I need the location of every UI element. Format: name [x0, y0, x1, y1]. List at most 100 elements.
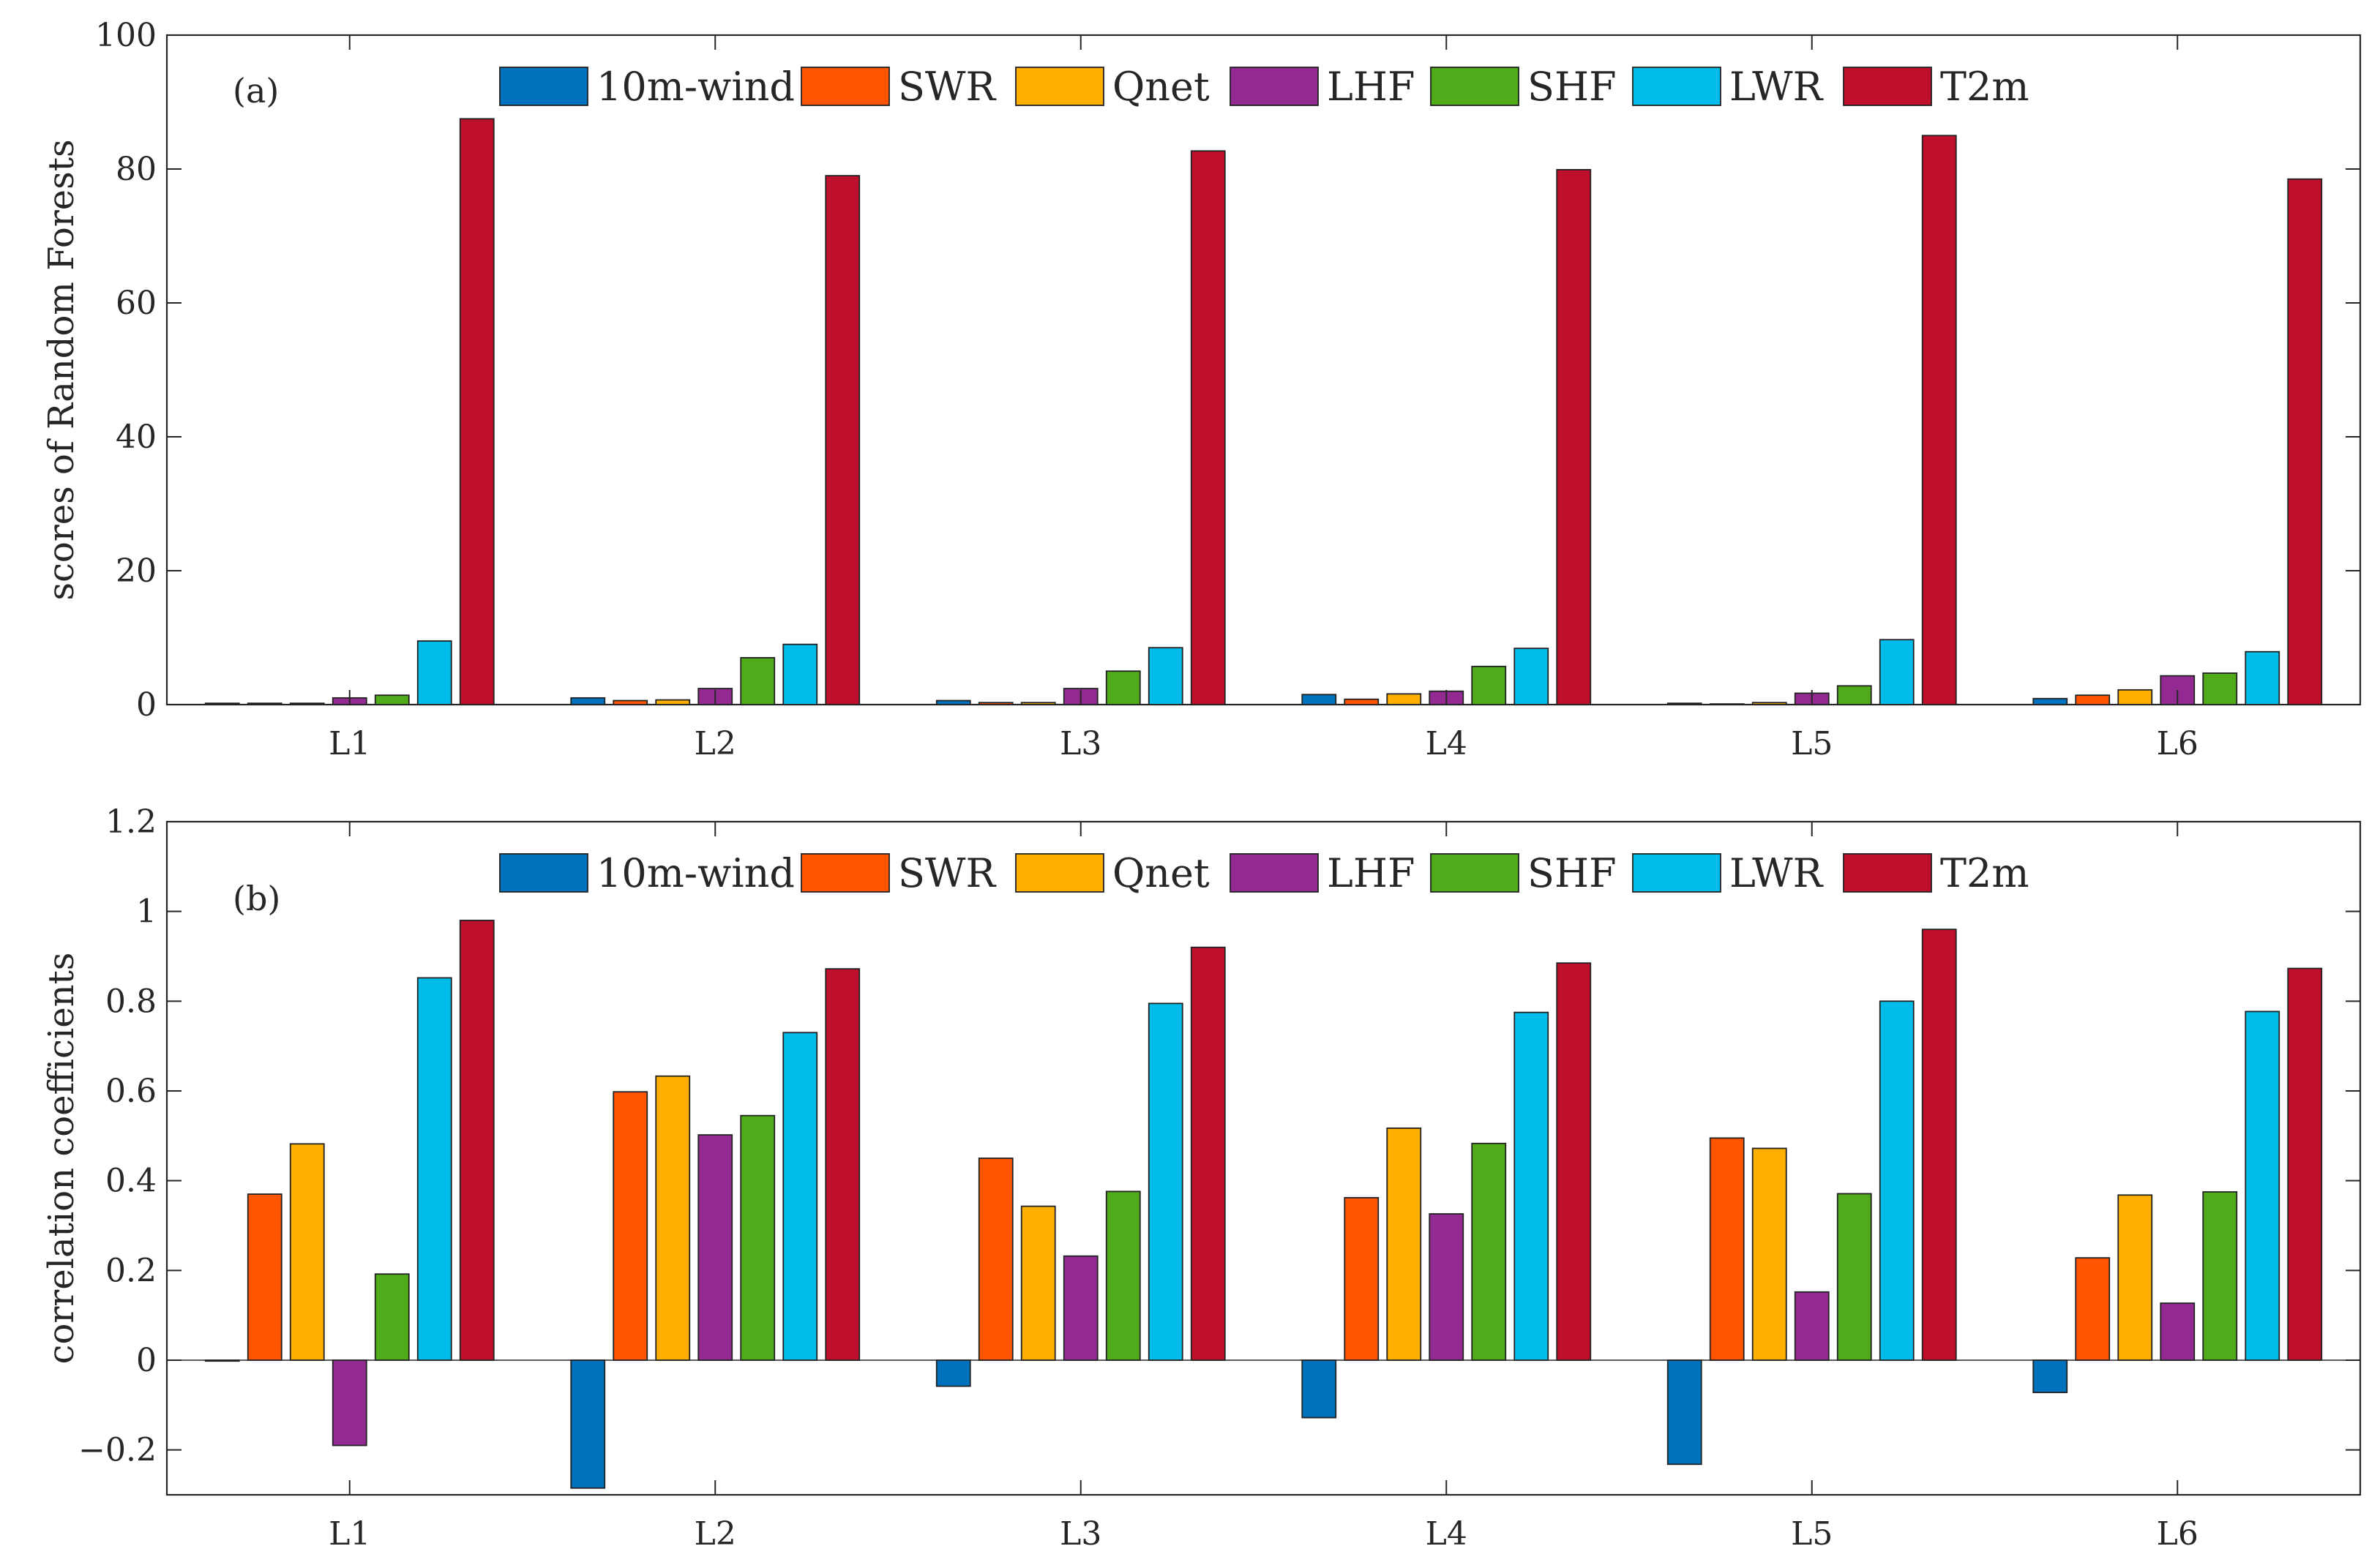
bar-Qnet-L6	[2117, 1194, 2153, 1361]
bar-T2m-L5	[1921, 135, 1957, 705]
plot-area	[165, 34, 2362, 706]
x-tick-label: L1	[329, 1515, 370, 1553]
bar-SHF-L1	[374, 1273, 410, 1361]
bar-LWR-L5	[1879, 1000, 1915, 1361]
legend: 10m-wind SWR Qnet LHF SHF LWR T2m	[499, 64, 2029, 110]
bar-10m-wind-L2	[570, 697, 606, 705]
bar-SHF-L6	[2202, 672, 2238, 705]
legend-label-LHF: LHF	[1327, 64, 1415, 110]
bar-Qnet-L2	[655, 1075, 691, 1361]
bar-SWR-L3	[978, 1158, 1014, 1361]
legend-label-10m-wind: 10m-wind	[596, 64, 795, 110]
y-tick-label: 80	[116, 151, 157, 188]
bar-SHF-L2	[740, 657, 776, 705]
x-tick-label: L1	[329, 725, 370, 762]
bar-SWR-L1	[247, 1193, 282, 1361]
x-tick-label: L4	[1426, 725, 1467, 762]
legend-swatch-Qnet	[1015, 853, 1104, 893]
bar-T2m-L6	[2287, 967, 2323, 1361]
bar-LWR-L2	[782, 1032, 818, 1361]
bar-LHF-L4	[1429, 1213, 1464, 1361]
legend-label-Qnet: Qnet	[1112, 64, 1210, 110]
bar-Qnet-L5	[1751, 702, 1787, 705]
x-tick-label: L3	[1060, 1515, 1101, 1553]
x-tick-label: L4	[1426, 1515, 1467, 1553]
y-tick-label: 0.2	[105, 1252, 157, 1289]
bar-10m-wind-L3	[935, 1359, 971, 1387]
legend-label-SWR: SWR	[898, 850, 996, 896]
legend-label-SWR: SWR	[898, 64, 996, 110]
y-tick-label: 1.2	[105, 803, 157, 841]
legend-swatch-LHF	[1230, 67, 1319, 106]
bar-LHF-L2	[697, 1134, 733, 1361]
legend-swatch-Qnet	[1015, 67, 1104, 106]
legend-swatch-10m-wind	[499, 67, 588, 106]
legend-label-SHF: SHF	[1527, 850, 1617, 896]
y-tick-label: 60	[116, 285, 157, 322]
bar-T2m-L4	[1556, 169, 1592, 705]
plot-area	[165, 820, 2362, 1496]
bar-SWR-L5	[1709, 1137, 1745, 1361]
bar-SHF-L2	[740, 1114, 776, 1361]
bar-T2m-L2	[825, 968, 861, 1361]
bar-Qnet-L3	[1020, 702, 1056, 705]
legend-label-SHF: SHF	[1527, 64, 1617, 110]
bar-10m-wind-L5	[1666, 1359, 1702, 1466]
bar-10m-wind-L6	[2032, 1359, 2068, 1394]
chart-panel-1: 0 20 40 60 80 100 L1 L2 L3 L4 L5 L6 scores of Random…	[41, 17, 2362, 762]
bar-T2m-L3	[1190, 946, 1226, 1361]
x-tick-label: L6	[2157, 725, 2198, 762]
bar-10m-wind-L3	[935, 699, 971, 705]
legend-swatch-SWR	[801, 853, 890, 893]
bar-Qnet-L1	[289, 702, 325, 705]
legend-swatch-T2m	[1843, 67, 1932, 106]
bar-10m-wind-L4	[1301, 694, 1337, 705]
legend-swatch-LHF	[1230, 853, 1319, 893]
y-tick-label: 40	[116, 419, 157, 456]
x-tick-label: L5	[1791, 1515, 1833, 1553]
bar-SHF-L3	[1105, 1190, 1141, 1361]
bar-LWR-L5	[1879, 639, 1915, 705]
bar-10m-wind-L1	[204, 1359, 240, 1362]
bar-LWR-L1	[416, 977, 452, 1361]
bar-Qnet-L4	[1386, 1128, 1422, 1361]
bar-Qnet-L1	[289, 1143, 325, 1361]
x-tick-label: L3	[1060, 725, 1101, 762]
legend-swatch-LWR	[1632, 853, 1721, 893]
chart-panel-2: −0.2 0 0.2 0.4 0.6 0.8 1 1.2 L1 L2 L3 L4 L5 L6 correla…	[41, 803, 2362, 1553]
y-tick-label: 0.4	[105, 1163, 157, 1200]
x-tick-label: L2	[695, 725, 736, 762]
legend-label-LWR: LWR	[1729, 64, 1824, 110]
x-tick-label: L6	[2157, 1515, 2198, 1553]
bar-Qnet-L6	[2117, 689, 2153, 705]
legend-swatch-SWR	[801, 67, 890, 106]
bar-T2m-L2	[825, 175, 861, 705]
bar-LWR-L2	[782, 643, 818, 705]
bar-LHF-L6	[2160, 1302, 2196, 1361]
bar-LWR-L4	[1513, 648, 1549, 705]
y-tick-label: 1	[136, 893, 157, 931]
bar-LWR-L1	[416, 640, 452, 705]
y-axis-label: scores of Random Forests	[41, 139, 82, 600]
legend-swatch-LWR	[1632, 67, 1721, 106]
bar-LWR-L6	[2245, 1010, 2280, 1361]
bar-SWR-L1	[247, 702, 282, 705]
bar-T2m-L5	[1921, 928, 1957, 1361]
legend: 10m-wind SWR Qnet LHF SHF LWR T2m	[499, 850, 2029, 896]
bar-SHF-L6	[2202, 1191, 2238, 1361]
y-tick-label: 100	[95, 17, 157, 54]
y-tick-label: −0.2	[78, 1432, 157, 1469]
y-tick-label: 0.6	[105, 1073, 157, 1110]
legend-label-T2m: T2m	[1940, 64, 2029, 110]
bar-SHF-L4	[1471, 665, 1507, 705]
y-tick-label: 20	[116, 552, 157, 590]
legend-label-Qnet: Qnet	[1112, 850, 1210, 896]
panel-label: (b)	[233, 879, 280, 918]
bar-SHF-L4	[1471, 1142, 1507, 1361]
bar-SWR-L2	[613, 1091, 648, 1361]
y-axis-label: correlation coefficients	[41, 953, 82, 1365]
legend-label-LWR: LWR	[1729, 850, 1824, 896]
bar-Qnet-L2	[655, 699, 691, 705]
bar-SWR-L6	[2075, 1257, 2111, 1361]
